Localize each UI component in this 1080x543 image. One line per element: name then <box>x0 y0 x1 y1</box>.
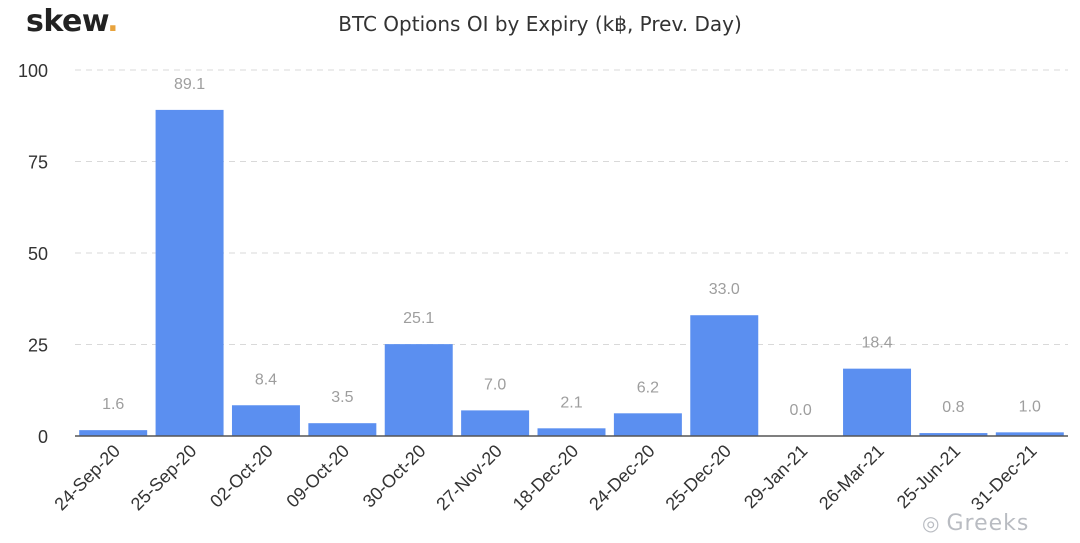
x-tick-label: 30-Oct-20 <box>359 441 430 512</box>
skew-logo: skew. <box>26 4 119 39</box>
x-tick-label: 27-Nov-20 <box>432 441 506 515</box>
watermark: ◎ Greeks <box>922 511 1029 536</box>
y-tick-label: 50 <box>28 244 48 264</box>
data-label: 2.1 <box>560 394 582 411</box>
data-label: 18.4 <box>861 335 892 352</box>
bar <box>155 109 224 437</box>
bar <box>995 432 1064 436</box>
bar <box>79 430 148 436</box>
bar <box>231 405 300 436</box>
chart-title: BTC Options OI by Expiry (k฿, Prev. Day) <box>338 12 742 36</box>
bar <box>690 315 759 436</box>
y-tick-label: 0 <box>38 427 48 447</box>
wechat-icon: ◎ <box>922 511 941 535</box>
data-label: 6.2 <box>637 379 659 396</box>
logo-dot: . <box>107 4 119 39</box>
bar <box>537 428 606 436</box>
x-tick-label: 24-Sep-20 <box>50 441 124 515</box>
data-label: 25.1 <box>403 310 434 327</box>
watermark-text: Greeks <box>946 511 1030 536</box>
x-tick-label: 09-Oct-20 <box>282 441 353 512</box>
grid-lines <box>75 69 1068 345</box>
y-axis-ticks: 0 25 50 75 100 <box>18 61 48 447</box>
data-label: 0.0 <box>790 402 812 419</box>
data-label: 33.0 <box>709 281 740 298</box>
x-tick-label: 18-Dec-20 <box>509 441 583 515</box>
data-label: 7.0 <box>484 376 506 393</box>
bar <box>613 413 682 436</box>
bar <box>308 423 377 436</box>
data-label: 3.5 <box>331 389 353 406</box>
bar <box>919 433 988 436</box>
x-tick-label: 31-Dec-21 <box>967 441 1041 515</box>
x-tick-label: 26-Mar-21 <box>815 441 888 514</box>
data-label: 0.8 <box>942 399 964 416</box>
x-tick-label: 25-Dec-20 <box>662 441 736 515</box>
x-tick-label: 02-Oct-20 <box>206 441 277 512</box>
y-tick-label: 100 <box>18 61 48 81</box>
data-label: 1.6 <box>102 396 124 413</box>
data-label: 8.4 <box>255 371 277 388</box>
y-tick-label: 75 <box>28 153 48 173</box>
bar <box>384 344 453 436</box>
logo-text: skew <box>26 4 108 39</box>
bars <box>79 109 1064 437</box>
x-tick-label: 25-Sep-20 <box>127 441 201 515</box>
bar <box>461 410 530 436</box>
x-axis-ticks: 24-Sep-20 25-Sep-20 02-Oct-20 09-Oct-20 30-O… <box>50 441 1040 515</box>
y-tick-label: 25 <box>28 336 48 356</box>
data-label: 89.1 <box>174 76 205 93</box>
data-label: 1.0 <box>1019 398 1041 415</box>
x-tick-label: 25-Jun-21 <box>893 441 964 512</box>
x-tick-label: 24-Dec-20 <box>585 441 659 515</box>
x-tick-label: 29-Jan-21 <box>740 441 811 512</box>
bar <box>843 368 912 436</box>
data-labels: 1.6 89.1 8.4 3.5 25.1 7.0 2.1 6.2 33.0 0.0 18.4 0.8… <box>102 76 1041 419</box>
